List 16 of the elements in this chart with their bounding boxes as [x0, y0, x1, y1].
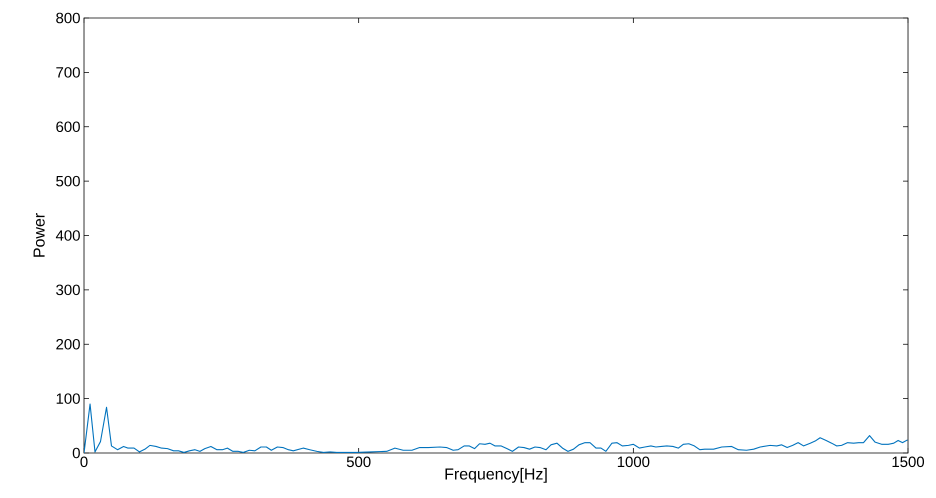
x-tick-label: 500	[346, 456, 371, 468]
x-axis-title: Frequency[Hz]	[445, 468, 547, 483]
y-tick-label: 600	[56, 121, 80, 132]
y-tick-label: 400	[56, 230, 80, 241]
y-tick-label: 300	[56, 284, 80, 296]
line-series	[84, 404, 908, 453]
y-tick-label: 700	[56, 67, 80, 78]
x-tick-label: 0	[80, 456, 88, 468]
y-tick-label: 0	[72, 448, 80, 458]
x-tick-label: 1500	[892, 456, 924, 468]
x-tick-label: 1000	[618, 456, 650, 468]
y-tick-label: 100	[56, 393, 80, 404]
y-axis-title: Power	[34, 213, 45, 257]
y-tick-label: 800	[56, 12, 80, 24]
y-tick-label: 500	[56, 176, 80, 186]
y-tick-label: 200	[56, 338, 80, 350]
